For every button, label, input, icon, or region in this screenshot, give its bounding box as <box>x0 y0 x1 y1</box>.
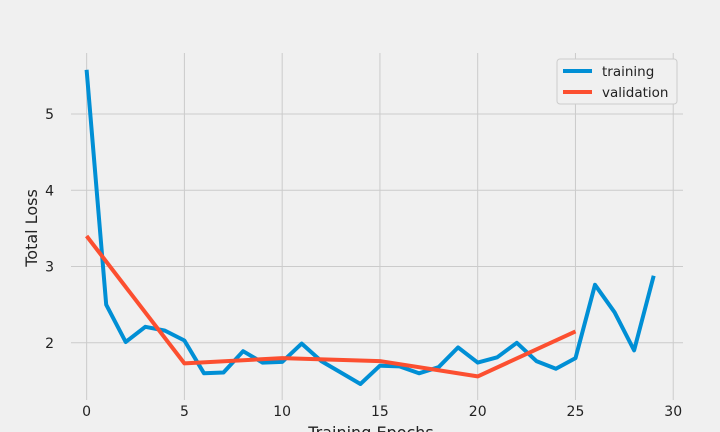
series-line-validation <box>85 234 577 379</box>
y-tick-3: 3 <box>45 260 54 276</box>
x-tick-15: 15 <box>371 404 389 420</box>
x-tick-0: 0 <box>82 404 91 420</box>
y-tick-4: 4 <box>45 183 54 199</box>
x-tick-25: 25 <box>567 404 585 420</box>
x-tick-10: 10 <box>273 404 291 420</box>
y-tick-labels: 2 3 4 5 <box>45 107 54 352</box>
legend: training validation <box>556 58 678 105</box>
y-tick-2: 2 <box>45 336 54 352</box>
y-axis-label: Total Loss <box>22 189 41 268</box>
grid <box>71 53 683 400</box>
legend-label-training: training <box>602 64 654 80</box>
x-axis-label: Training Epochs <box>307 423 434 432</box>
x-tick-labels: 0 5 10 15 20 25 30 <box>82 404 682 420</box>
y-tick-5: 5 <box>45 107 54 123</box>
x-tick-30: 30 <box>664 404 682 420</box>
series-line-training <box>84 69 656 386</box>
series-lines <box>84 69 656 386</box>
x-tick-20: 20 <box>469 404 487 420</box>
legend-label-validation: validation <box>602 85 668 101</box>
x-tick-5: 5 <box>180 404 189 420</box>
